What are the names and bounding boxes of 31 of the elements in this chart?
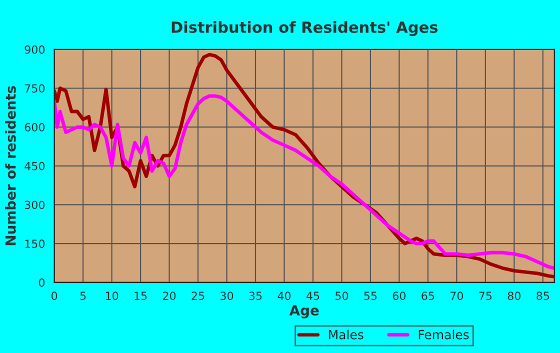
x-tick-label: 45	[306, 292, 320, 300]
y-tick-label: 0	[38, 278, 45, 287]
x-tick-label: 55	[364, 292, 377, 300]
x-tick-label: 65	[422, 292, 434, 300]
x-tick-label: 70	[450, 292, 464, 300]
x-tick-label: 75	[479, 292, 492, 300]
x-tick-label: 30	[220, 292, 234, 300]
x-tick-label: 10	[106, 292, 118, 300]
x-tick-label: 0	[52, 292, 58, 300]
x-tick-label: 15	[134, 292, 147, 300]
line-series	[54, 94, 554, 270]
x-tick-label: 40	[278, 292, 291, 300]
chart-title: Distribution of Residents' Ages	[172, 21, 438, 36]
legend-label: Females	[418, 330, 469, 340]
y-tick-label: 300	[24, 200, 45, 210]
x-tick-label: 5	[80, 292, 86, 300]
x-tick-label: 25	[192, 292, 204, 300]
y-tick-label: 900	[24, 45, 45, 54]
y-tick-label: 750	[24, 84, 45, 93]
y-axis-title: Number of residents	[5, 86, 16, 246]
x-tick-label: 50	[336, 292, 348, 300]
y-tick-label: 450	[24, 162, 45, 170]
x-tick-label: 80	[508, 292, 520, 300]
x-tick-label: 85	[536, 292, 550, 300]
x-axis-title: Age	[289, 305, 319, 318]
x-tick-label: 60	[392, 292, 406, 300]
y-tick-label: 150	[25, 240, 45, 248]
x-tick-label: 20	[163, 292, 176, 300]
legend-label: Males	[329, 330, 364, 340]
x-tick-label: 35	[249, 292, 262, 300]
y-tick-label: 600	[24, 123, 45, 132]
